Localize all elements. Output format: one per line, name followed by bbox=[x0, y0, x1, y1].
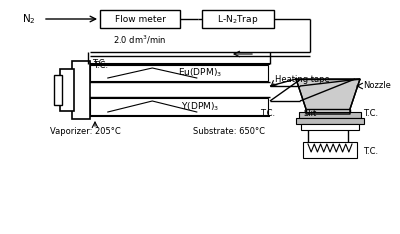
Bar bbox=[303, 142, 357, 158]
Text: N$_2$: N$_2$ bbox=[22, 12, 36, 26]
Bar bbox=[301, 124, 359, 130]
Text: Vaporizer: 205°C: Vaporizer: 205°C bbox=[50, 127, 121, 135]
Bar bbox=[54, 75, 62, 105]
Text: T.C.: T.C. bbox=[93, 62, 108, 70]
Text: Flow meter: Flow meter bbox=[114, 15, 166, 23]
Text: Slit: Slit bbox=[304, 110, 317, 118]
Bar bbox=[202, 10, 274, 28]
Text: 2.0 dm$^3$/min: 2.0 dm$^3$/min bbox=[113, 34, 167, 46]
Bar bbox=[90, 65, 268, 81]
Bar bbox=[100, 10, 180, 28]
Text: Y(DPM)$_3$: Y(DPM)$_3$ bbox=[181, 100, 220, 113]
Text: T.C.: T.C. bbox=[260, 110, 275, 118]
Bar bbox=[60, 69, 74, 111]
Bar bbox=[90, 98, 268, 115]
Bar bbox=[299, 112, 361, 118]
Text: T.C.: T.C. bbox=[363, 110, 378, 118]
Text: T.C.: T.C. bbox=[363, 147, 378, 157]
Text: T.C.: T.C. bbox=[92, 59, 107, 68]
Text: Substrate: 650°C: Substrate: 650°C bbox=[193, 127, 265, 135]
Text: Eu(DPM)$_3$: Eu(DPM)$_3$ bbox=[178, 67, 222, 79]
Text: Heating tape: Heating tape bbox=[275, 74, 330, 84]
Bar bbox=[296, 118, 364, 124]
Text: Nozzle: Nozzle bbox=[363, 81, 391, 91]
Polygon shape bbox=[296, 79, 360, 114]
Text: L-N$_2$Trap: L-N$_2$Trap bbox=[217, 12, 259, 26]
Bar bbox=[72, 61, 90, 119]
